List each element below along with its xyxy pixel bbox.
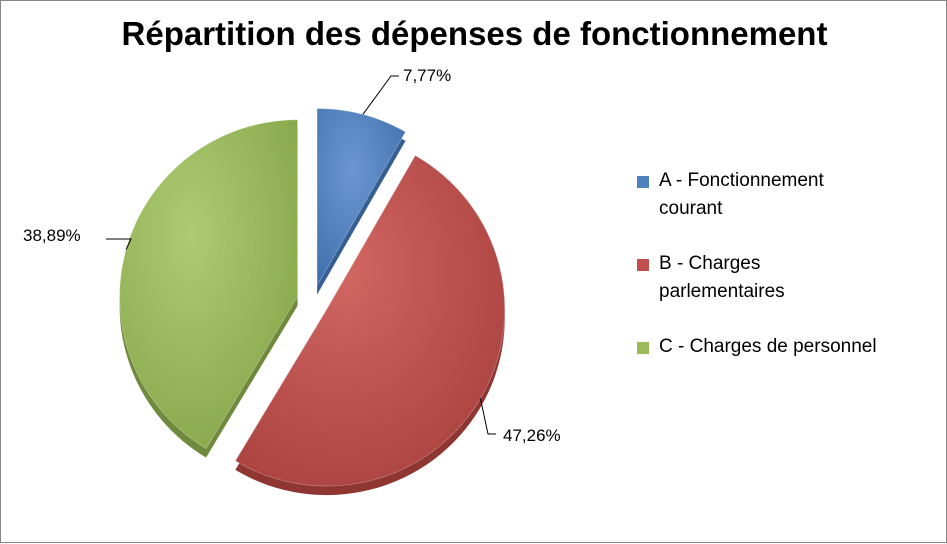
leader-line-b — [479, 398, 496, 435]
leader-line-a — [362, 75, 399, 115]
legend-item-c: C - Charges de personnel — [637, 333, 877, 361]
chart-title: Répartition des dépenses de fonctionneme… — [121, 15, 828, 52]
data-label-c: 38,89% — [23, 226, 81, 245]
pie-slice-b — [234, 154, 506, 487]
legend-label-a: A - Fonctionnement courant — [659, 170, 824, 219]
legend-item-a: A - Fonctionnement courant — [637, 167, 877, 223]
data-label-a: 7,77% — [403, 66, 451, 85]
legend-label-b: B - Charges parlementaires — [659, 253, 785, 302]
pie-slice-c — [119, 119, 299, 450]
data-label-b: 47,26% — [503, 426, 561, 445]
legend-label-c: C - Charges de personnel — [659, 336, 877, 357]
legend: A - Fonctionnement courant B - Charges p… — [637, 167, 877, 388]
legend-swatch-b — [637, 259, 649, 271]
legend-swatch-c — [637, 342, 649, 354]
pie-slice-a — [316, 108, 407, 288]
legend-swatch-a — [637, 176, 649, 188]
legend-item-b: B - Charges parlementaires — [637, 250, 877, 306]
leader-line-c — [106, 238, 132, 250]
